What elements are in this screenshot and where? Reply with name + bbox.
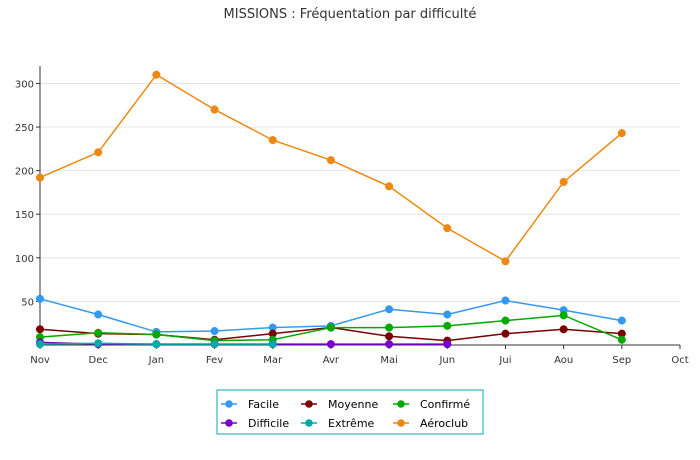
- y-tick-label: 200: [15, 167, 34, 178]
- legend-marker: [305, 400, 313, 408]
- data-point: [617, 335, 626, 344]
- series-line: [39, 73, 623, 263]
- data-point: [326, 340, 335, 349]
- x-tick-label: Fev: [206, 355, 223, 366]
- legend-label: Confirmé: [420, 398, 470, 411]
- legend-label: Difficile: [248, 417, 289, 430]
- series-5: [35, 70, 626, 266]
- data-point: [443, 340, 452, 349]
- data-point: [268, 136, 277, 145]
- data-point: [501, 257, 510, 266]
- series-4: [35, 339, 277, 349]
- data-point: [443, 224, 452, 233]
- data-point: [501, 316, 510, 325]
- data-point: [559, 311, 568, 320]
- data-point: [35, 325, 45, 334]
- grid: [40, 82, 680, 302]
- data-point: [501, 296, 510, 305]
- x-tick-label: Dec: [89, 355, 108, 366]
- legend-marker: [305, 419, 313, 427]
- data-point: [35, 294, 45, 303]
- data-point: [152, 340, 161, 349]
- axes: 50 100 150 200 250 300 Nov Dec Jan Fev Mar Avr Mai Ju…: [15, 66, 689, 366]
- legend-item: Aéroclub: [393, 417, 468, 430]
- data-point: [559, 177, 568, 187]
- data-point: [152, 330, 161, 339]
- legend-marker: [397, 419, 405, 427]
- x-tick-label: Mar: [263, 355, 283, 366]
- x-tick-label: Mai: [380, 355, 398, 366]
- x-tick-label: Jun: [438, 355, 455, 366]
- legend-label: Extrême: [328, 417, 375, 430]
- legend-marker: [225, 419, 233, 427]
- data-point: [385, 305, 394, 314]
- data-point: [443, 310, 452, 319]
- data-point: [94, 310, 103, 319]
- x-tick-label: Jan: [148, 355, 164, 366]
- x-tick-label: Aou: [554, 355, 573, 366]
- x-tick-label: Sep: [612, 355, 631, 366]
- legend-marker: [397, 400, 405, 408]
- data-point: [94, 148, 103, 157]
- data-point: [268, 340, 277, 349]
- data-point: [210, 327, 219, 336]
- series-layer: [35, 70, 626, 349]
- y-tick-label: 100: [15, 254, 34, 265]
- x-tick-label: Avr: [323, 355, 340, 366]
- x-tick-label: Oct: [671, 355, 688, 366]
- data-point: [35, 173, 45, 182]
- legend-box: [216, 389, 484, 435]
- legend-label: Moyenne: [328, 398, 378, 411]
- data-point: [326, 156, 335, 165]
- y-tick-label: 250: [15, 123, 34, 134]
- legend-item: Moyenne: [301, 398, 378, 411]
- x-tick-label: Nov: [30, 355, 50, 366]
- series-2: [35, 311, 626, 345]
- y-tick-label: 300: [15, 79, 34, 90]
- legend-marker: [225, 400, 233, 408]
- data-point: [152, 70, 161, 79]
- x-tick-label: Jui: [498, 355, 511, 366]
- data-point: [326, 323, 335, 332]
- data-point: [210, 105, 219, 114]
- data-point: [617, 316, 626, 325]
- data-point: [35, 340, 45, 349]
- legend-label: Facile: [248, 398, 279, 411]
- data-point: [501, 329, 510, 338]
- chart-title: MISSIONS : Fréquentation par difficulté: [224, 7, 477, 22]
- legend: Facile Moyenne Confirmé Difficile Extrême Aér…: [216, 389, 484, 435]
- data-point: [210, 340, 219, 349]
- y-tick-label: 50: [21, 297, 34, 308]
- legend-item: Difficile: [221, 417, 289, 430]
- data-point: [94, 328, 103, 337]
- data-point: [385, 323, 394, 332]
- y-tick-label: 150: [15, 210, 34, 221]
- data-point: [559, 325, 568, 334]
- data-point: [443, 321, 452, 330]
- data-point: [385, 182, 394, 191]
- data-point: [94, 339, 103, 348]
- legend-item: Extrême: [301, 417, 375, 430]
- legend-label: Aéroclub: [420, 417, 468, 430]
- legend-item: Confirmé: [393, 398, 470, 411]
- legend-item: Facile: [221, 398, 279, 411]
- data-point: [385, 340, 394, 349]
- data-point: [617, 129, 626, 138]
- data-point: [385, 332, 394, 341]
